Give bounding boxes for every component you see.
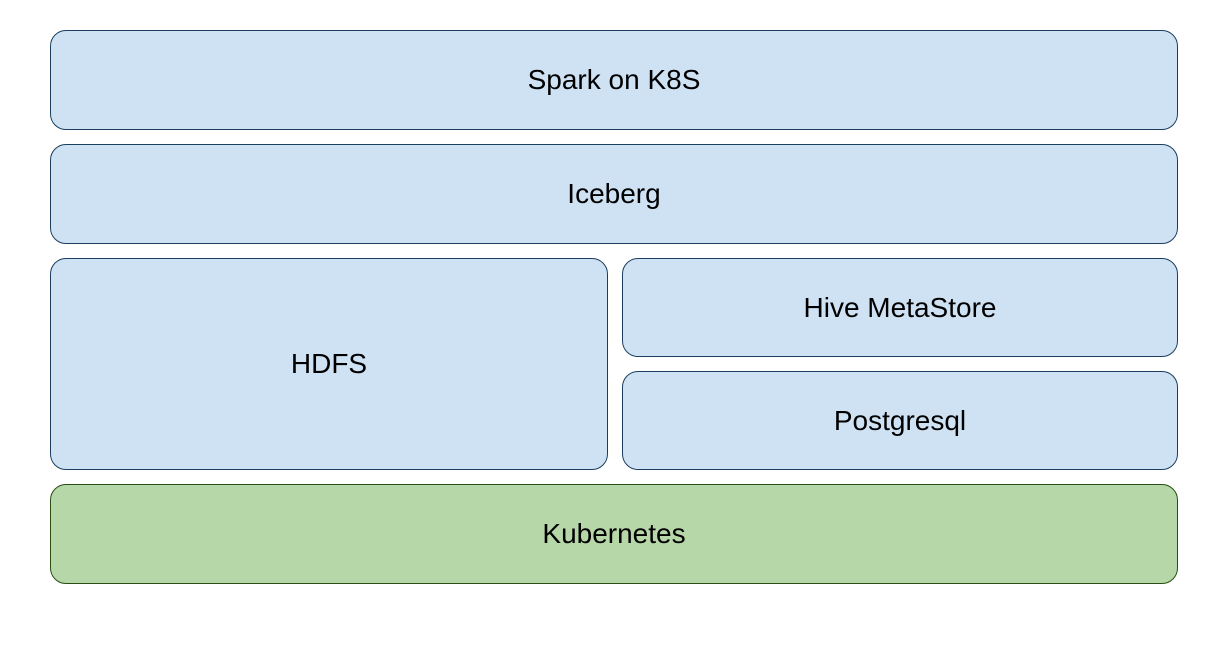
layer-kubernetes: Kubernetes xyxy=(50,484,1178,584)
layer-hdfs: HDFS xyxy=(50,258,608,470)
layer-hive-metastore: Hive MetaStore xyxy=(622,258,1178,357)
layer-metastore-column: Hive MetaStore Postgresql xyxy=(622,258,1178,470)
layer-postgresql: Postgresql xyxy=(622,371,1178,470)
layer-iceberg: Iceberg xyxy=(50,144,1178,244)
layer-spark: Spark on K8S xyxy=(50,30,1178,130)
layer-storage-row: HDFS Hive MetaStore Postgresql xyxy=(50,258,1178,470)
